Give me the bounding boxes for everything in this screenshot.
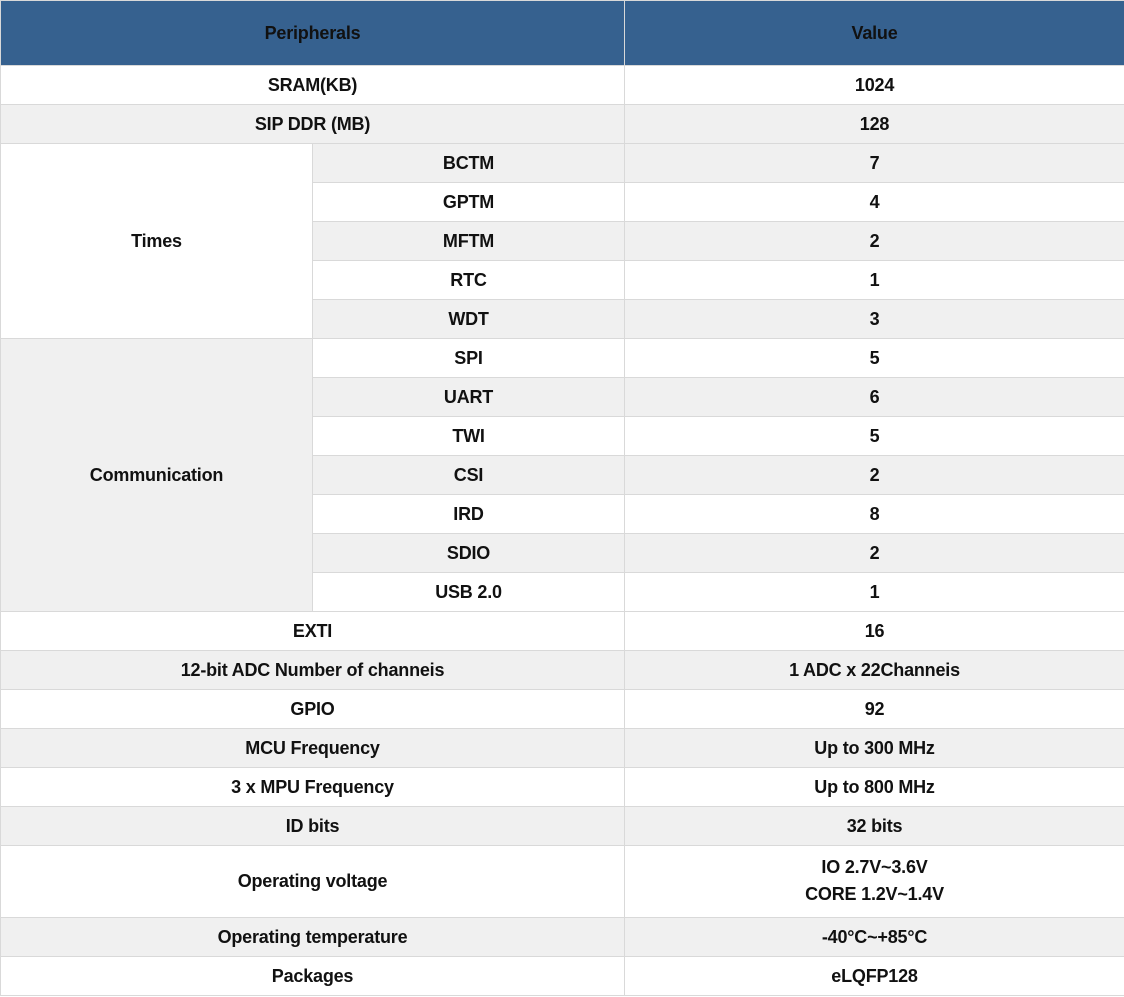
- table-header-row: Peripherals Value: [0, 0, 1124, 66]
- row-value-mcu-frequency: Up to 300 MHz: [624, 728, 1124, 768]
- table-row: TWI 5: [1, 416, 1124, 456]
- row-value-rtc: 1: [624, 260, 1124, 300]
- table-row: RTC 1: [1, 260, 1124, 300]
- voltage-value-stack: IO 2.7V~3.6V CORE 1.2V~1.4V: [631, 857, 1118, 905]
- row-value-ird: 8: [624, 494, 1124, 534]
- row-label-uart: UART: [311, 377, 626, 417]
- row-value-bctm: 7: [624, 143, 1124, 183]
- row-label-gpio: GPIO: [0, 689, 626, 729]
- table-row: GPIO 92: [0, 689, 1124, 729]
- row-label-ird: IRD: [311, 494, 626, 534]
- table-row: GPTM 4: [1, 182, 1124, 222]
- table-row: 3 x MPU Frequency Up to 800 MHz: [0, 767, 1124, 807]
- row-label-gptm: GPTM: [311, 182, 626, 222]
- row-value-wdt: 3: [624, 299, 1124, 339]
- row-value-sip-ddr: 128: [624, 104, 1124, 144]
- column-header-value: Value: [624, 0, 1124, 66]
- row-value-mpu-frequency: Up to 800 MHz: [624, 767, 1124, 807]
- table-row: MCU Frequency Up to 300 MHz: [0, 728, 1124, 768]
- table-row: Packages eLQFP128: [0, 956, 1124, 996]
- table-row: WDT 3: [1, 299, 1124, 339]
- row-value-operating-temperature: -40°C~+85°C: [624, 917, 1124, 957]
- voltage-io-line: IO 2.7V~3.6V: [821, 857, 928, 878]
- row-label-usb: USB 2.0: [311, 572, 626, 612]
- row-value-gpio: 92: [624, 689, 1124, 729]
- row-value-twi: 5: [624, 416, 1124, 456]
- row-label-mcu-frequency: MCU Frequency: [0, 728, 626, 768]
- row-value-csi: 2: [624, 455, 1124, 495]
- table-row: 12-bit ADC Number of channeis 1 ADC x 22…: [0, 650, 1124, 690]
- row-value-id-bits: 32 bits: [624, 806, 1124, 846]
- row-label-twi: TWI: [311, 416, 626, 456]
- row-value-mftm: 2: [624, 221, 1124, 261]
- row-label-sip-ddr: SIP DDR (MB): [0, 104, 626, 144]
- row-label-wdt: WDT: [311, 299, 626, 339]
- voltage-core-line: CORE 1.2V~1.4V: [805, 884, 944, 904]
- row-label-spi: SPI: [311, 338, 626, 378]
- table-row: USB 2.0 1: [1, 572, 1124, 612]
- table-row: MFTM 2: [1, 221, 1124, 261]
- row-label-id-bits: ID bits: [0, 806, 626, 846]
- table-row: Communication SPI 5: [0, 338, 1124, 612]
- row-value-sram: 1024: [624, 65, 1124, 105]
- row-label-mftm: MFTM: [311, 221, 626, 261]
- table-row: Times BCTM 7: [0, 143, 1124, 339]
- row-value-gptm: 4: [624, 182, 1124, 222]
- row-label-exti: EXTI: [0, 611, 626, 651]
- row-value-spi: 5: [624, 338, 1124, 378]
- row-label-mpu-frequency: 3 x MPU Frequency: [0, 767, 626, 807]
- row-label-packages: Packages: [0, 956, 626, 996]
- table-row: ID bits 32 bits: [0, 806, 1124, 846]
- row-label-sdio: SDIO: [311, 533, 626, 573]
- row-label-adc-channels: 12-bit ADC Number of channeis: [0, 650, 626, 690]
- table-row: UART 6: [1, 377, 1124, 417]
- table-row: CSI 2: [1, 455, 1124, 495]
- table-row: Operating voltage IO 2.7V~3.6V CORE 1.2V…: [0, 845, 1124, 918]
- row-value-usb: 1: [624, 572, 1124, 612]
- row-value-operating-voltage: IO 2.7V~3.6V CORE 1.2V~1.4V: [624, 845, 1124, 918]
- table-row: IRD 8: [1, 494, 1124, 534]
- row-label-rtc: RTC: [311, 260, 626, 300]
- row-label-operating-voltage: Operating voltage: [0, 845, 626, 918]
- row-value-exti: 16: [624, 611, 1124, 651]
- row-value-packages: eLQFP128: [624, 956, 1124, 996]
- table-row: EXTI 16: [0, 611, 1124, 651]
- table-row: SRAM(KB) 1024: [0, 65, 1124, 105]
- group-cell-communication: Communication: [0, 338, 313, 612]
- row-label-bctm: BCTM: [311, 143, 626, 183]
- row-value-uart: 6: [624, 377, 1124, 417]
- table-row: SDIO 2: [1, 533, 1124, 573]
- row-label-operating-temperature: Operating temperature: [0, 917, 626, 957]
- row-label-csi: CSI: [311, 455, 626, 495]
- table-row: SIP DDR (MB) 128: [0, 104, 1124, 144]
- row-label-sram: SRAM(KB): [0, 65, 626, 105]
- column-header-peripherals: Peripherals: [0, 0, 626, 66]
- table-row: Operating temperature -40°C~+85°C: [0, 917, 1124, 957]
- row-value-sdio: 2: [624, 533, 1124, 573]
- row-value-adc-channels: 1 ADC x 22Channeis: [624, 650, 1124, 690]
- group-cell-times: Times: [0, 143, 313, 339]
